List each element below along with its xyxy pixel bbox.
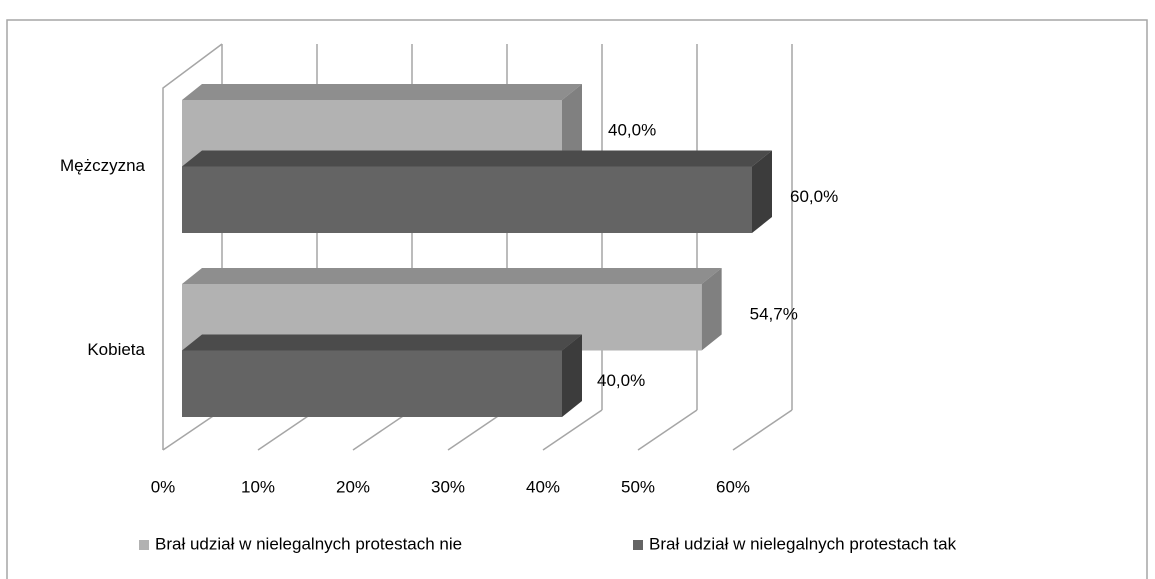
side-wall [162, 43, 223, 450]
bar [182, 350, 562, 417]
data-label: 60,0% [790, 187, 838, 206]
data-label: 40,0% [597, 371, 645, 390]
bar-top [182, 84, 582, 100]
bar-side [562, 84, 582, 167]
x-tick-label: 0% [151, 477, 176, 496]
bar-side [701, 268, 722, 351]
x-tick-label: 50% [621, 477, 655, 496]
legend-label: Brał udział w nielegalnych protestach ta… [649, 534, 957, 553]
floor-line [542, 409, 603, 451]
legend-label: Brał udział w nielegalnych protestach ni… [155, 534, 462, 553]
x-tick-label: 60% [716, 477, 750, 496]
x-tick-label: 40% [526, 477, 560, 496]
category-label: Kobieta [87, 340, 145, 359]
x-tick-label: 10% [241, 477, 275, 496]
x-tick-label: 20% [336, 477, 370, 496]
floor-line [637, 409, 698, 451]
bar-side [752, 150, 772, 233]
x-tick-label: 30% [431, 477, 465, 496]
bar [182, 166, 752, 233]
data-label: 54,7% [750, 305, 798, 324]
bar-side [562, 334, 582, 417]
bar-top [182, 268, 722, 284]
floor-line [732, 409, 793, 451]
data-label: 40,0% [608, 121, 656, 140]
bar-top [182, 334, 582, 351]
chart-border [6, 19, 1148, 579]
category-label: Mężczyzna [60, 156, 146, 175]
bar-top [182, 150, 772, 167]
legend-swatch [633, 540, 643, 550]
legend-swatch [139, 540, 149, 550]
